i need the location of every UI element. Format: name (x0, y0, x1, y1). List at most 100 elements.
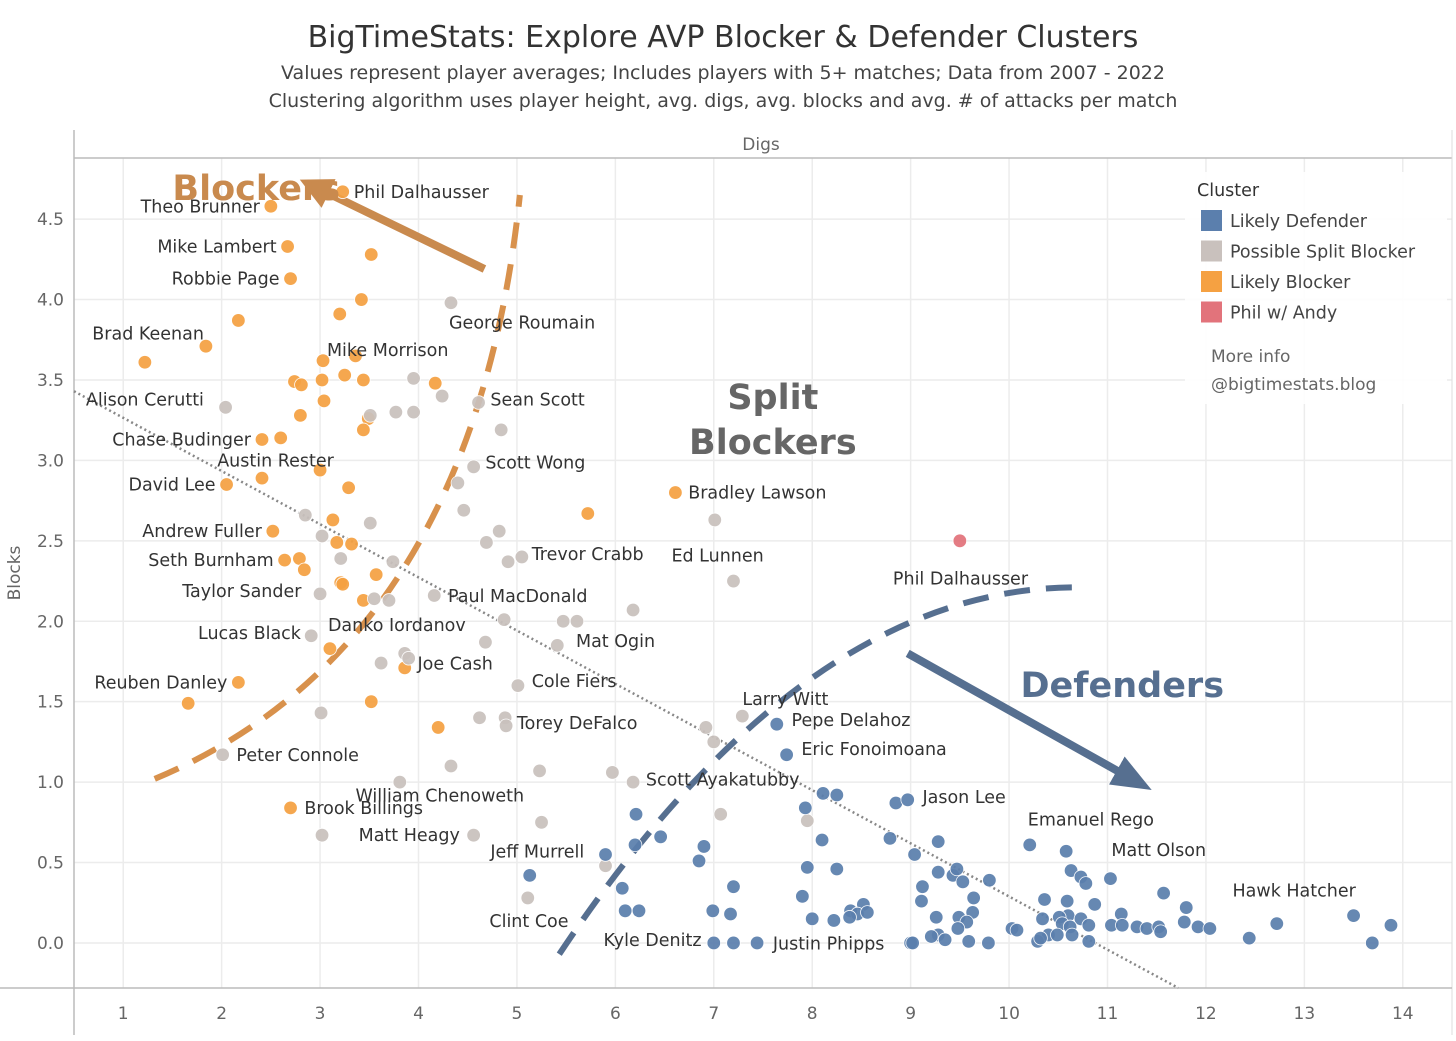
data-point (496, 612, 512, 627)
data-point (443, 758, 459, 774)
data-point (466, 827, 481, 843)
data-point (406, 404, 421, 420)
data-point (800, 813, 815, 828)
point-label: Chase Budinger (112, 430, 252, 450)
data-point (550, 638, 565, 653)
point-label: Danko Iordanov (328, 616, 466, 636)
point-label: Sean Scott (490, 391, 585, 411)
point-label: Robbie Page (172, 270, 280, 290)
data-point (443, 295, 459, 310)
y-tick-label: 0.0 (37, 934, 64, 954)
data-point (280, 239, 295, 254)
data-point (1058, 844, 1074, 859)
data-point (314, 827, 330, 843)
data-point (668, 485, 683, 500)
data-point (706, 935, 721, 951)
data-point (815, 786, 831, 801)
data-point (795, 889, 810, 904)
data-point (1139, 921, 1155, 936)
point-label: Austin Rester (217, 451, 334, 471)
data-point (929, 910, 944, 925)
data-point (341, 480, 356, 495)
data-point (907, 847, 922, 862)
data-point (329, 535, 345, 550)
data-point (401, 651, 416, 666)
data-point (356, 422, 371, 438)
data-point (705, 903, 721, 918)
data-point (555, 614, 571, 629)
data-point (364, 247, 379, 262)
separator-trend-line (73, 390, 1179, 990)
data-point (955, 874, 971, 890)
data-point (368, 567, 384, 582)
data-point (779, 747, 794, 762)
data-point (829, 787, 845, 803)
point-label: Theo Brunner (140, 197, 261, 217)
point-label: Taylor Sander (181, 582, 302, 602)
data-point (406, 371, 421, 386)
point-label: Joe Cash (417, 655, 493, 675)
data-point (1346, 908, 1361, 923)
point-label: Lucas Black (198, 624, 302, 644)
data-point (364, 694, 379, 709)
data-point (492, 523, 507, 539)
data-point (316, 393, 332, 409)
data-point (322, 641, 338, 656)
data-point (231, 675, 246, 690)
data-point (800, 860, 815, 875)
data-point (723, 906, 738, 922)
data-point (498, 718, 514, 734)
data-point (842, 910, 857, 925)
data-point (198, 338, 214, 354)
data-point (520, 890, 535, 906)
point-label: Kyle Denitz (604, 931, 702, 951)
data-point (180, 696, 196, 711)
data-point (297, 562, 312, 577)
y-tick-label: 4.5 (37, 210, 64, 230)
data-point (937, 932, 953, 947)
point-labels: Phil Dalhausser Theo Brunner Mike Lambert R… (86, 183, 1357, 955)
point-label: Scott Ayakatubby (646, 770, 800, 790)
point-label: Pepe Delahoz (792, 711, 911, 731)
data-point (713, 807, 728, 822)
data-point (1156, 885, 1171, 901)
legend-item-label: Possible Split Blocker (1230, 243, 1416, 263)
point-label: Peter Connole (236, 746, 359, 766)
y-tick-label: 2.5 (37, 532, 64, 552)
data-point (363, 408, 378, 423)
data-point (749, 935, 765, 951)
data-point (1269, 916, 1284, 931)
data-point (254, 432, 270, 447)
data-point (534, 815, 549, 830)
data-point (618, 903, 633, 918)
data-point (914, 893, 929, 909)
data-point (627, 837, 643, 853)
data-point (628, 807, 644, 822)
point-label: David Lee (128, 476, 215, 496)
data-point (1022, 837, 1037, 853)
data-point (691, 853, 707, 869)
data-point (900, 792, 915, 808)
chart-title: BigTimeStats: Explore AVP Blocker & Defe… (308, 20, 1139, 55)
data-point (277, 552, 292, 568)
blog-handle-link[interactable]: @bigtimestats.blog (1211, 375, 1376, 395)
data-point (466, 459, 481, 475)
x-tick-label: 9 (905, 1004, 916, 1024)
data-points (137, 184, 1399, 951)
x-tick-label: 6 (610, 1004, 621, 1024)
data-point (348, 348, 363, 364)
data-point (456, 503, 471, 518)
data-point (385, 554, 401, 569)
data-point (769, 717, 784, 732)
cluster-annotation: Defenders (1020, 666, 1224, 706)
data-point (510, 678, 526, 693)
data-point (981, 935, 996, 951)
data-point (325, 512, 341, 528)
cluster-annotation: Blockers (689, 423, 857, 463)
data-point (337, 367, 352, 383)
y-tick-labels: 0.0 0.5 1.0 1.5 2.0 2.5 3.0 3.5 4.0 4.5 (37, 210, 64, 954)
point-label: Jason Lee (921, 788, 1005, 808)
point-label: Reuben Danley (94, 673, 227, 693)
data-point (1179, 900, 1194, 915)
data-point (315, 353, 331, 368)
